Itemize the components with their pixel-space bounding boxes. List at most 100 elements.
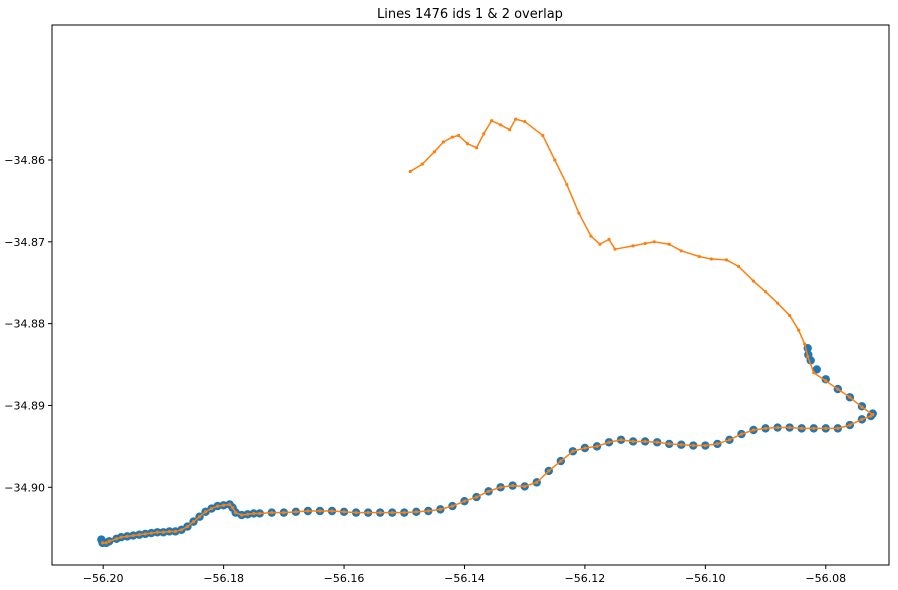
series-2-point bbox=[474, 495, 479, 499]
series-2-point bbox=[456, 133, 461, 138]
series-2-point bbox=[595, 444, 599, 448]
series-2-line bbox=[102, 118, 874, 544]
series-2-point bbox=[655, 440, 659, 444]
x-tick-label: −56.14 bbox=[444, 572, 485, 585]
series-2-point bbox=[613, 247, 617, 251]
series-2-point bbox=[390, 511, 394, 515]
series-2-point bbox=[751, 428, 756, 432]
series-2-point bbox=[523, 484, 527, 489]
series-2-point bbox=[203, 510, 208, 514]
series-2-point bbox=[508, 128, 512, 132]
series-2-point bbox=[294, 510, 298, 514]
x-tick-label: −56.12 bbox=[565, 572, 606, 585]
x-tick-label: −56.10 bbox=[685, 572, 726, 585]
series-2-point bbox=[848, 395, 852, 399]
series-2-point bbox=[643, 439, 647, 444]
series-2-point bbox=[607, 440, 611, 444]
series-2-point bbox=[812, 426, 816, 430]
series-2-point bbox=[812, 371, 816, 375]
series-2-point bbox=[577, 211, 581, 215]
series-2-point bbox=[547, 469, 551, 473]
series-2-point bbox=[499, 485, 503, 489]
plot-frame bbox=[51, 24, 890, 566]
series-2-point bbox=[252, 511, 256, 516]
series-2-point bbox=[643, 241, 647, 246]
series-2-point bbox=[652, 240, 656, 244]
series-2-point bbox=[667, 442, 671, 446]
y-tick-label: −34.87 bbox=[4, 236, 45, 249]
series-2-point bbox=[143, 532, 147, 536]
series-2-point bbox=[869, 414, 873, 418]
series-2-point bbox=[489, 119, 494, 123]
plot-area bbox=[97, 117, 877, 548]
series-2-point bbox=[709, 257, 713, 261]
series-2-point bbox=[499, 123, 503, 127]
series-2-point bbox=[222, 503, 226, 507]
series-2-point bbox=[414, 510, 418, 514]
series-2-point bbox=[788, 425, 792, 430]
series-2-point bbox=[402, 511, 406, 515]
series-2-point bbox=[420, 162, 424, 166]
series-2-point bbox=[523, 119, 527, 124]
series-2-point bbox=[583, 446, 587, 450]
series-2-point bbox=[215, 504, 220, 508]
series-2-point bbox=[727, 438, 732, 442]
series-2-point bbox=[553, 158, 557, 162]
series-2-point bbox=[848, 423, 852, 427]
series-2-point bbox=[282, 511, 286, 515]
series-2-point bbox=[465, 142, 470, 146]
series-2-point bbox=[803, 342, 807, 346]
series-2-point bbox=[619, 438, 623, 442]
series-2-point bbox=[408, 169, 412, 174]
series-2-point bbox=[366, 511, 370, 515]
y-tick-label: −34.88 bbox=[4, 318, 45, 331]
series-2-point bbox=[763, 426, 768, 430]
series-2-point bbox=[715, 442, 719, 446]
series-2-point bbox=[209, 506, 214, 511]
series-2-point bbox=[450, 135, 455, 139]
series-2-point bbox=[836, 426, 840, 430]
series-2-point bbox=[231, 506, 235, 510]
series-2-point bbox=[667, 242, 671, 246]
y-tick-label: −34.90 bbox=[4, 481, 45, 494]
chart-title: Lines 1476 ids 1 & 2 overlap bbox=[377, 7, 563, 22]
series-1-point bbox=[821, 375, 830, 384]
series-2-point bbox=[354, 511, 358, 515]
series-2-point bbox=[258, 511, 262, 516]
series-2-point bbox=[751, 279, 756, 283]
x-tick-label: −56.18 bbox=[203, 572, 244, 585]
series-2-point bbox=[450, 504, 455, 508]
series-2-point bbox=[514, 117, 518, 121]
series-2-point bbox=[806, 354, 810, 358]
series-2-point bbox=[607, 237, 611, 241]
series-2-point bbox=[185, 524, 190, 529]
series-2-point bbox=[107, 539, 111, 543]
y-axis: −34.86 −34.87 −34.88 −34.89 −34.90 bbox=[4, 154, 52, 494]
series-2-point bbox=[697, 254, 701, 259]
series-2-point bbox=[167, 529, 172, 534]
series-2-point bbox=[119, 535, 123, 539]
series-2-point bbox=[703, 443, 707, 448]
series-2-point bbox=[565, 182, 569, 187]
series-2-point bbox=[131, 533, 135, 538]
series-2-point bbox=[797, 328, 801, 332]
series-2-point bbox=[104, 541, 108, 545]
series-2-point bbox=[598, 242, 602, 246]
x-tick-label: −56.08 bbox=[805, 572, 846, 585]
series-2-point bbox=[679, 249, 683, 253]
series-2-point bbox=[736, 264, 741, 268]
series-2-point bbox=[161, 530, 165, 534]
series-2-point bbox=[306, 509, 310, 513]
series-2-point bbox=[776, 425, 780, 430]
series-2-point bbox=[776, 301, 780, 305]
series-2-point bbox=[836, 387, 840, 391]
y-tick-label: −34.89 bbox=[4, 399, 45, 412]
series-2-point bbox=[234, 511, 238, 515]
series-2-point bbox=[270, 511, 274, 515]
series-2-point bbox=[228, 502, 232, 507]
series-2-point bbox=[114, 537, 119, 541]
series-2-point bbox=[342, 510, 346, 514]
x-tick-label: −56.16 bbox=[324, 572, 365, 585]
series-2-point bbox=[125, 534, 129, 538]
